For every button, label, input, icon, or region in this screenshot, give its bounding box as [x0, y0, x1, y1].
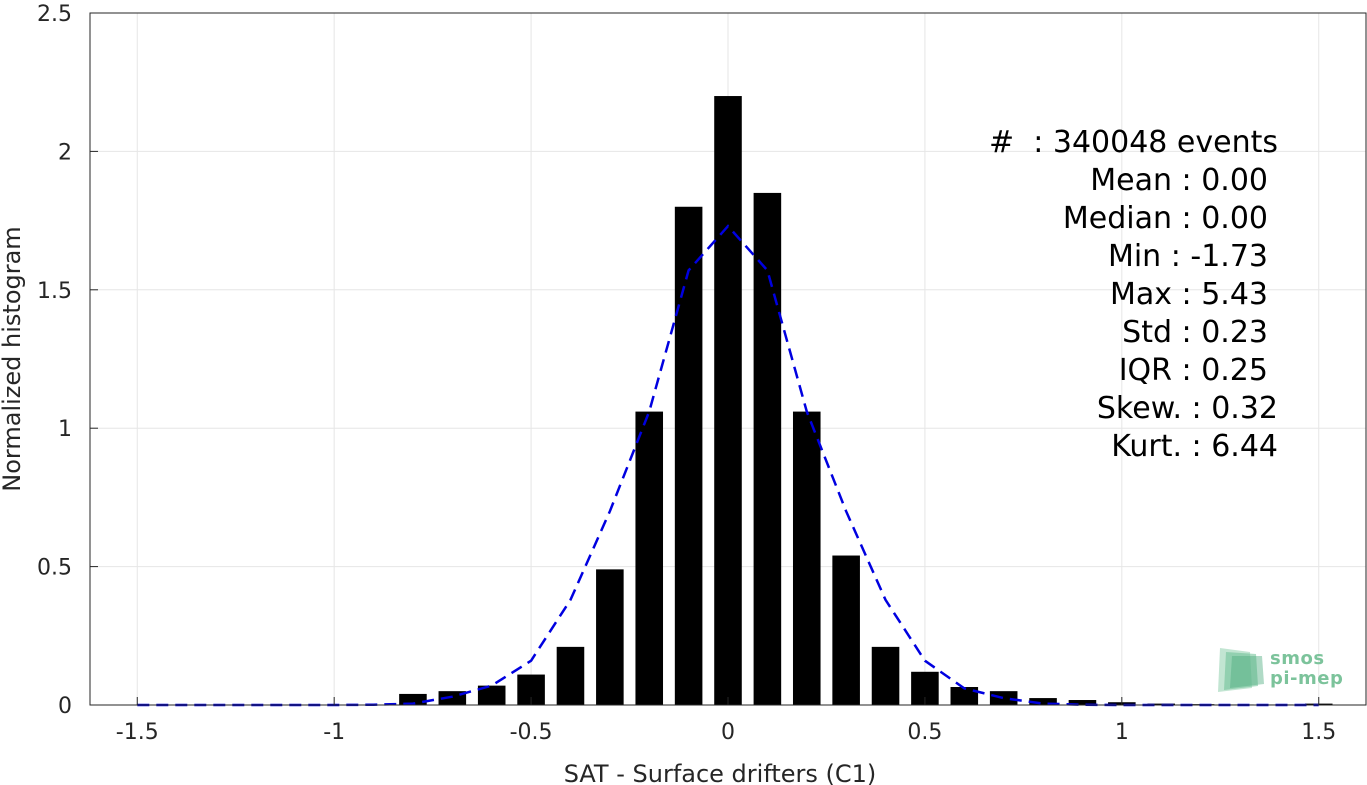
histogram-bar [871, 646, 900, 705]
x-tick-label: 1.5 [1301, 720, 1336, 745]
y-tick-label: 1.5 [37, 279, 72, 304]
logo-line-1: smos [1270, 648, 1325, 669]
histogram-bar [792, 411, 821, 705]
x-tick-label: 1 [1115, 720, 1129, 745]
stat-events: # : 340048 events [989, 125, 1278, 160]
histogram-bar [989, 691, 1018, 705]
histogram-bar [1147, 703, 1175, 705]
x-tick-label: -1 [323, 720, 345, 745]
histogram-bar [399, 693, 427, 705]
y-tick-label: 0.5 [37, 556, 72, 581]
x-tick-label: -0.5 [510, 720, 553, 745]
histogram-bar [950, 687, 979, 705]
histogram-bar [477, 685, 506, 705]
x-tick-label: 0.5 [907, 720, 942, 745]
y-tick-label: 2.5 [37, 2, 72, 27]
histogram-bar [714, 96, 742, 706]
stat-kurt: Kurt. : 6.44 [1111, 429, 1278, 464]
histogram-bar [635, 411, 664, 705]
logo-icon [1218, 648, 1264, 692]
stat-max: Max : 5.43 [1110, 277, 1268, 312]
histogram-bar [753, 192, 782, 706]
histogram-bar [674, 206, 703, 705]
y-axis-label: Normalized histogram [0, 226, 26, 491]
y-tick-label: 1 [58, 417, 72, 442]
axis-ticks: -1.5 -1 -0.5 0 0.5 1 1.5 0 0.5 1 1.5 2 2.5 [37, 2, 1336, 745]
histogram-bar [438, 691, 467, 705]
histogram-bar [556, 646, 585, 705]
x-axis-label: SAT - Surface drifters (C1) [564, 760, 877, 785]
stat-iqr: IQR : 0.25 [1118, 353, 1268, 388]
stat-min: Min : -1.73 [1107, 239, 1268, 274]
y-tick-label: 2 [58, 140, 72, 165]
stat-mean: Mean : 0.00 [1090, 163, 1268, 198]
histogram-bar [1029, 698, 1057, 705]
histogram-bar [1068, 700, 1097, 705]
y-tick-label: 0 [58, 694, 72, 719]
stat-skew: Skew. : 0.32 [1096, 391, 1278, 426]
smos-pi-mep-logo: smos pi-mep [1214, 644, 1354, 696]
histogram-bar [596, 569, 624, 705]
stat-median: Median : 0.00 [1062, 201, 1268, 236]
histogram-bar [832, 555, 860, 705]
histogram-bars [399, 96, 1333, 706]
x-tick-label: 0 [721, 720, 735, 745]
logo-line-2: pi-mep [1270, 668, 1344, 689]
x-tick-label: -1.5 [116, 720, 159, 745]
stat-std: Std : 0.23 [1122, 315, 1268, 350]
